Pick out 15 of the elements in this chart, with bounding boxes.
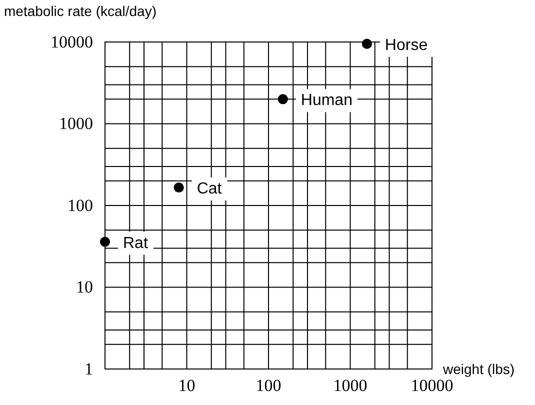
y-tick-label: 100 — [68, 196, 93, 215]
x-tick-label: 100 — [256, 376, 282, 396]
x-axis-title: weight (lbs) — [442, 361, 515, 377]
annotation: Horse — [384, 36, 428, 54]
y-tick-label: 1000 — [59, 114, 93, 134]
annotation: Cat — [196, 180, 222, 198]
x-tick-label: 1000 — [333, 376, 368, 396]
x-tick-label: 10 — [178, 376, 196, 396]
y-tick-label: 10000 — [50, 32, 93, 52]
y-tick-label: 1 — [84, 359, 93, 378]
y-axis-title: metabolic rate (kcal/day) — [4, 3, 157, 19]
x-tick-label: 10000 — [410, 376, 454, 396]
annotation: Human — [300, 92, 352, 110]
annotation: Rat — [123, 234, 148, 252]
y-tick-label: 10 — [76, 278, 93, 297]
